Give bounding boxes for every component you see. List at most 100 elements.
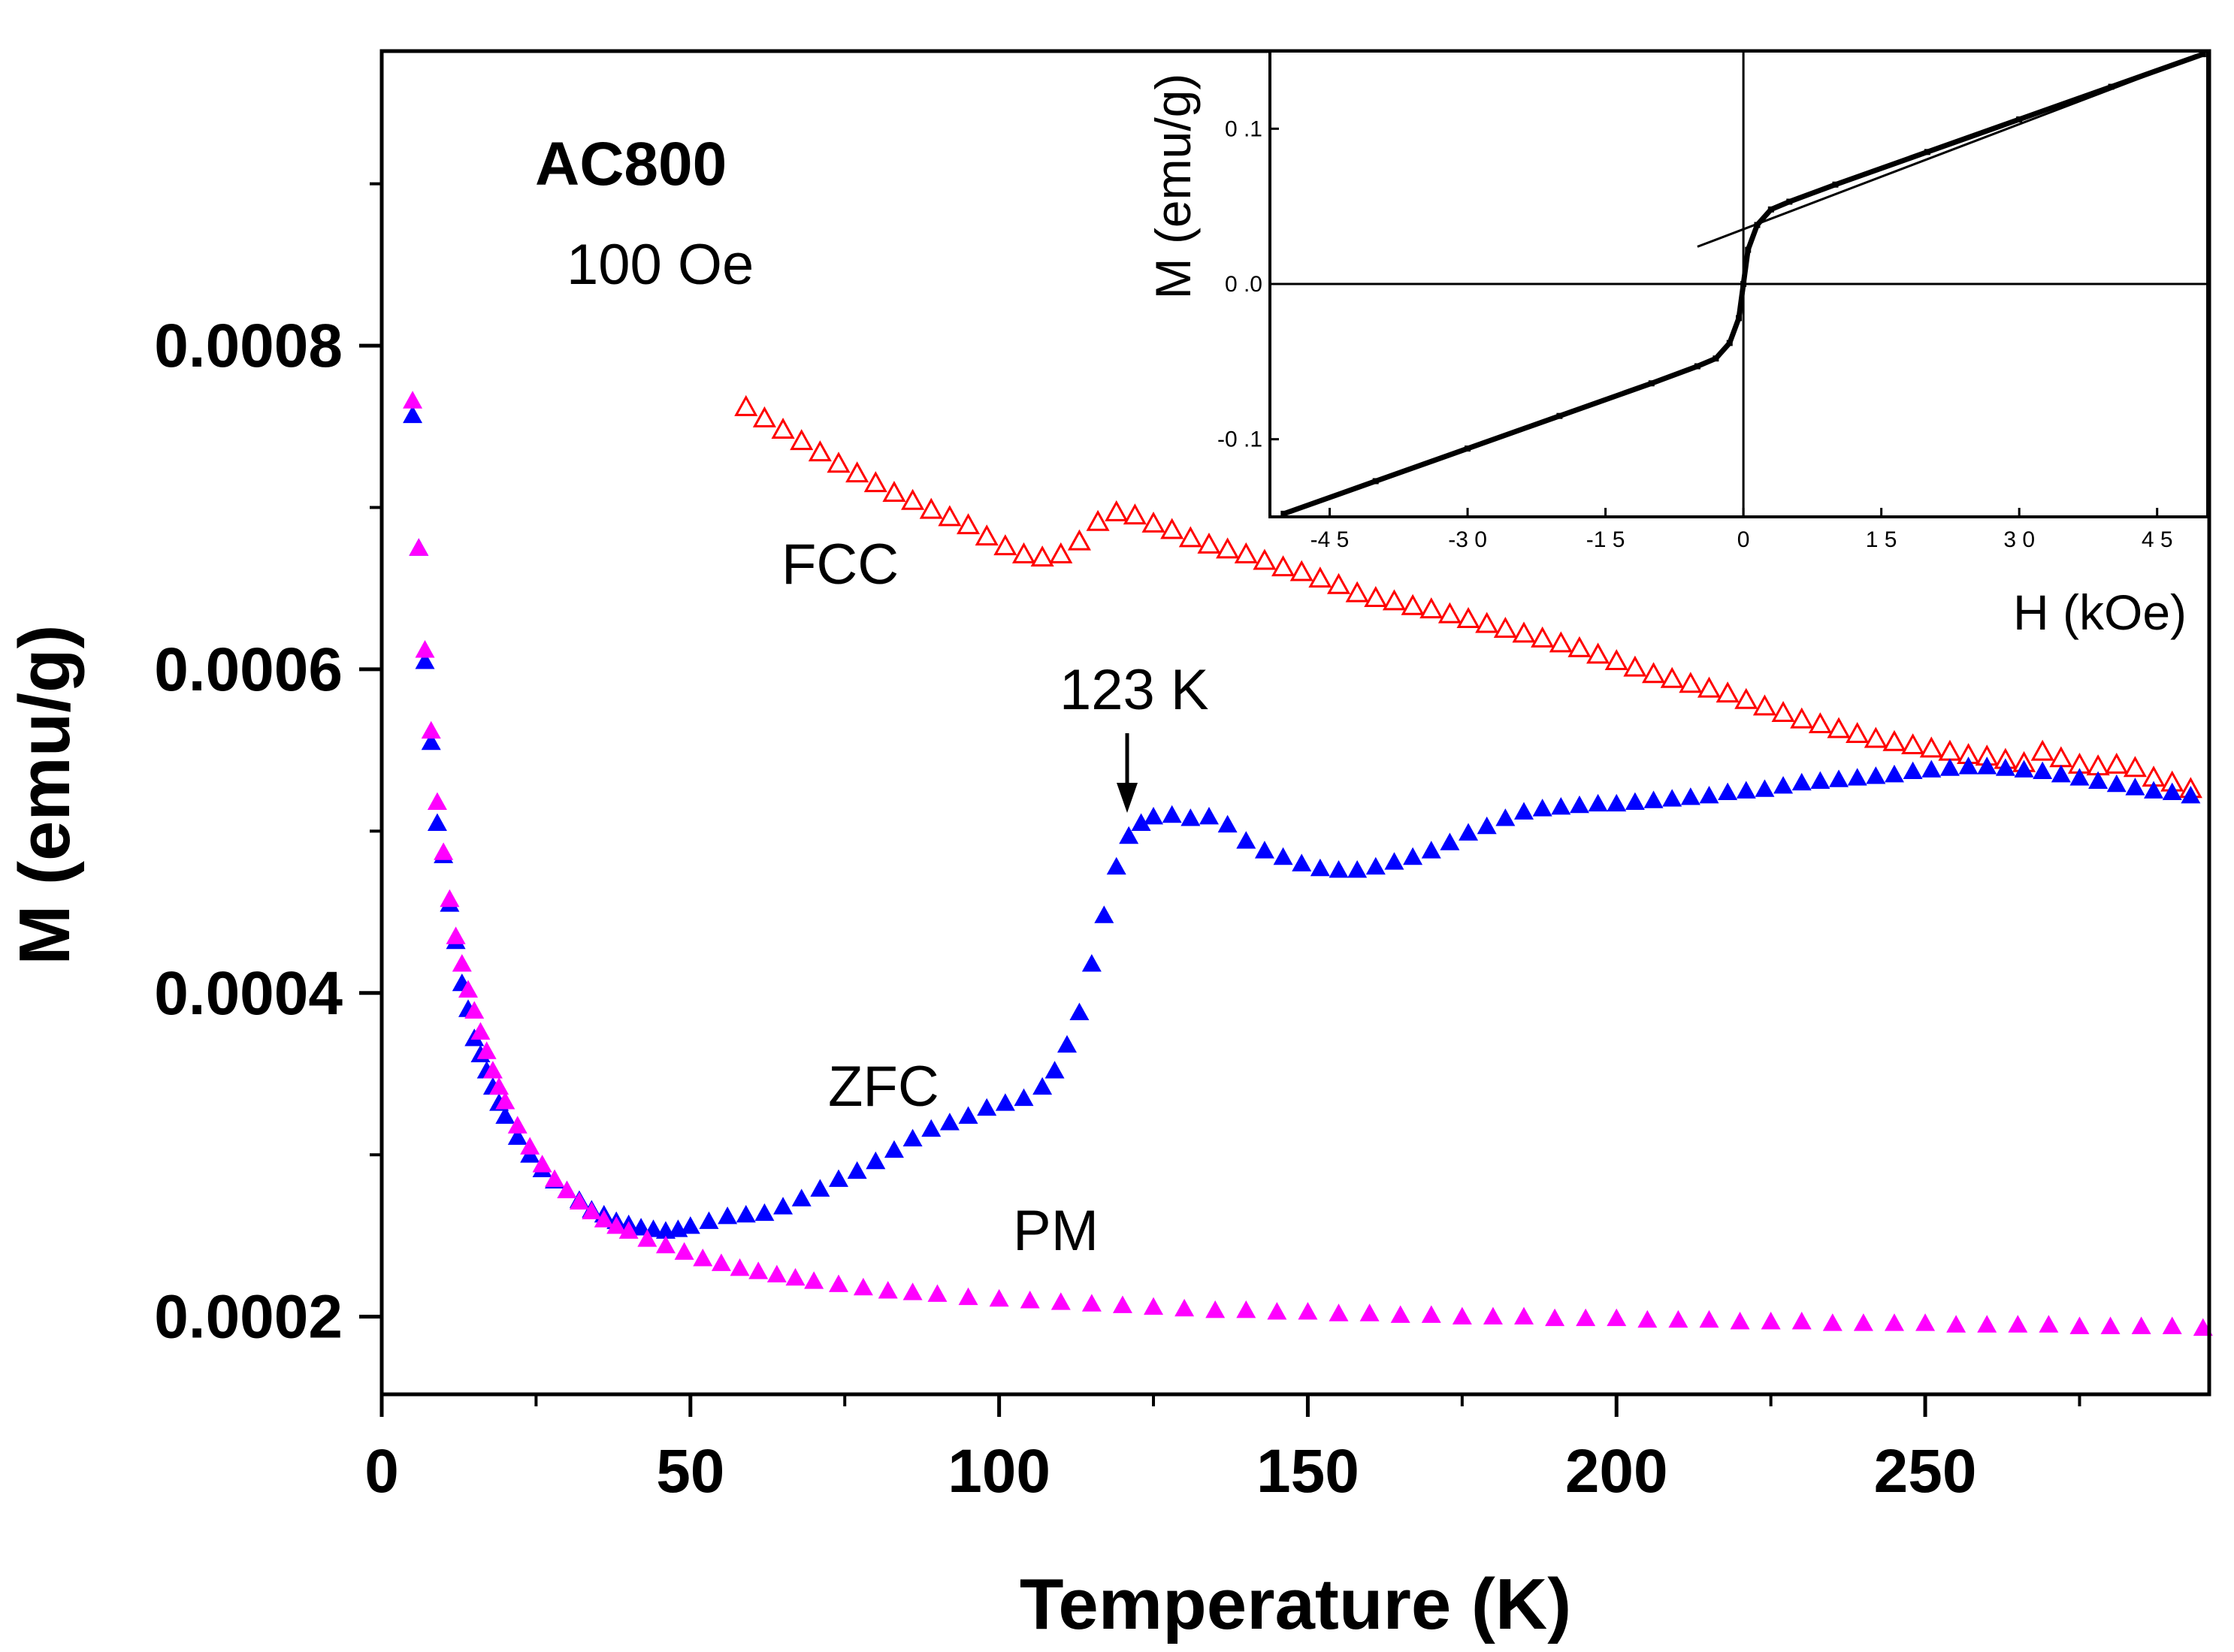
zfc-point (1995, 758, 2015, 776)
zfc-point (1569, 795, 1589, 814)
pm-point (582, 1201, 602, 1219)
fcc-point (956, 513, 981, 535)
fcc-point (1141, 511, 1165, 533)
pm-point (655, 1235, 676, 1254)
zfc-point (2033, 761, 2053, 780)
inset-loop-point (1767, 206, 1774, 213)
fcc-point (1382, 589, 1407, 611)
pm-point (748, 1261, 769, 1279)
x-tick-label: 50 (656, 1437, 724, 1506)
pm-point (1514, 1306, 1534, 1324)
fcc-point (1178, 526, 1202, 548)
pm-point (1329, 1303, 1349, 1321)
zfc-point (1069, 1002, 1090, 1021)
x-tick-label: 0 (364, 1437, 399, 1506)
pm-point (618, 1221, 639, 1239)
zfc-point (1680, 787, 1700, 805)
pm-point (927, 1284, 948, 1302)
zfc-point (1829, 769, 1849, 787)
pm-point (674, 1242, 694, 1260)
pm-point (1020, 1291, 1040, 1309)
inset-x-tick-label: 1 5 (1866, 527, 1897, 552)
zfc-point (415, 651, 435, 669)
zfc-point (1347, 860, 1368, 878)
zfc-point (1440, 832, 1460, 850)
pm-point (878, 1281, 898, 1299)
inset-loop-point (1713, 355, 1719, 362)
zfc-point (1106, 856, 1126, 875)
pm-point (1637, 1309, 1658, 1328)
zfc-point (1607, 793, 1627, 812)
pm-point (1112, 1295, 1132, 1313)
fcc-point (1679, 672, 1703, 693)
fcc-point (1345, 581, 1369, 603)
series-pm (403, 391, 2213, 1336)
pm-point (1791, 1312, 1812, 1330)
inset-loop-point (1694, 363, 1700, 370)
fcc-point (1734, 687, 1758, 709)
pm-point (1946, 1315, 1966, 1333)
pm-point (1576, 1308, 1596, 1327)
zfc-point (1755, 779, 1775, 797)
pm-point (1668, 1309, 1688, 1328)
pm-point (829, 1274, 848, 1292)
pm-point (1050, 1292, 1071, 1310)
zfc-point (1403, 847, 1423, 865)
pm-point (1761, 1312, 1781, 1330)
fcc-point (2105, 752, 2129, 774)
pm-point (1452, 1306, 1472, 1324)
zfc-point (1477, 816, 1497, 835)
zfc-point (421, 732, 441, 750)
field-label: 100 Oe (567, 233, 754, 297)
pm-point (711, 1253, 731, 1271)
pm-point (464, 1001, 485, 1019)
pm-point (594, 1210, 614, 1228)
zfc-point (2106, 774, 2127, 793)
pm-point (1853, 1313, 1873, 1331)
inset-x-tick-label: -3 0 (1448, 527, 1487, 552)
zfc-point (791, 1188, 812, 1207)
fcc-point (790, 429, 814, 451)
fcc-point (1049, 542, 1073, 563)
pm-point (489, 1077, 509, 1095)
fcc-point (1234, 542, 1258, 563)
fcc-point (2030, 739, 2054, 761)
fcc-point (1752, 694, 1776, 716)
zfc-point (995, 1093, 1015, 1111)
pm-point (1730, 1312, 1750, 1330)
fcc-point (1549, 631, 1573, 653)
pm-point (2100, 1316, 2121, 1334)
pm-point (1421, 1305, 1441, 1323)
pm-point (520, 1137, 540, 1155)
y-tick-label: 0.0008 (154, 312, 343, 380)
zfc-point (1588, 793, 1608, 812)
zfc-point (1699, 785, 1719, 804)
pm-point (730, 1258, 750, 1276)
pm-point (532, 1155, 552, 1173)
zfc-point (1921, 760, 1942, 778)
fcc-point (1919, 736, 1943, 758)
pm-point (1607, 1308, 1627, 1327)
x-tick-label: 250 (1874, 1437, 1977, 1506)
x-tick-label: 100 (948, 1437, 1050, 1506)
pm-point (434, 842, 454, 860)
pm-point (458, 980, 479, 998)
pm-point (1977, 1315, 1997, 1333)
fcc-point (1067, 529, 1091, 551)
fcc-point (1882, 729, 1906, 751)
zfc-point (1292, 853, 1312, 871)
zfc-point (1094, 905, 1114, 923)
fcc-curve-label: FCC (781, 533, 899, 596)
inset-x-tick-label: -4 5 (1310, 527, 1350, 552)
inset-loop-point (1556, 412, 1563, 419)
fcc-point (1641, 662, 1666, 684)
inset-loop-point (1740, 281, 1747, 287)
zfc-point (1180, 808, 1201, 826)
inset-x-tick-label: 4 5 (2142, 527, 2173, 552)
pm-point (1144, 1297, 1164, 1315)
pm-point (1359, 1303, 1380, 1321)
zfc-point (631, 1218, 651, 1236)
zfc-point (1421, 841, 1441, 859)
zfc-point (1081, 953, 1102, 972)
